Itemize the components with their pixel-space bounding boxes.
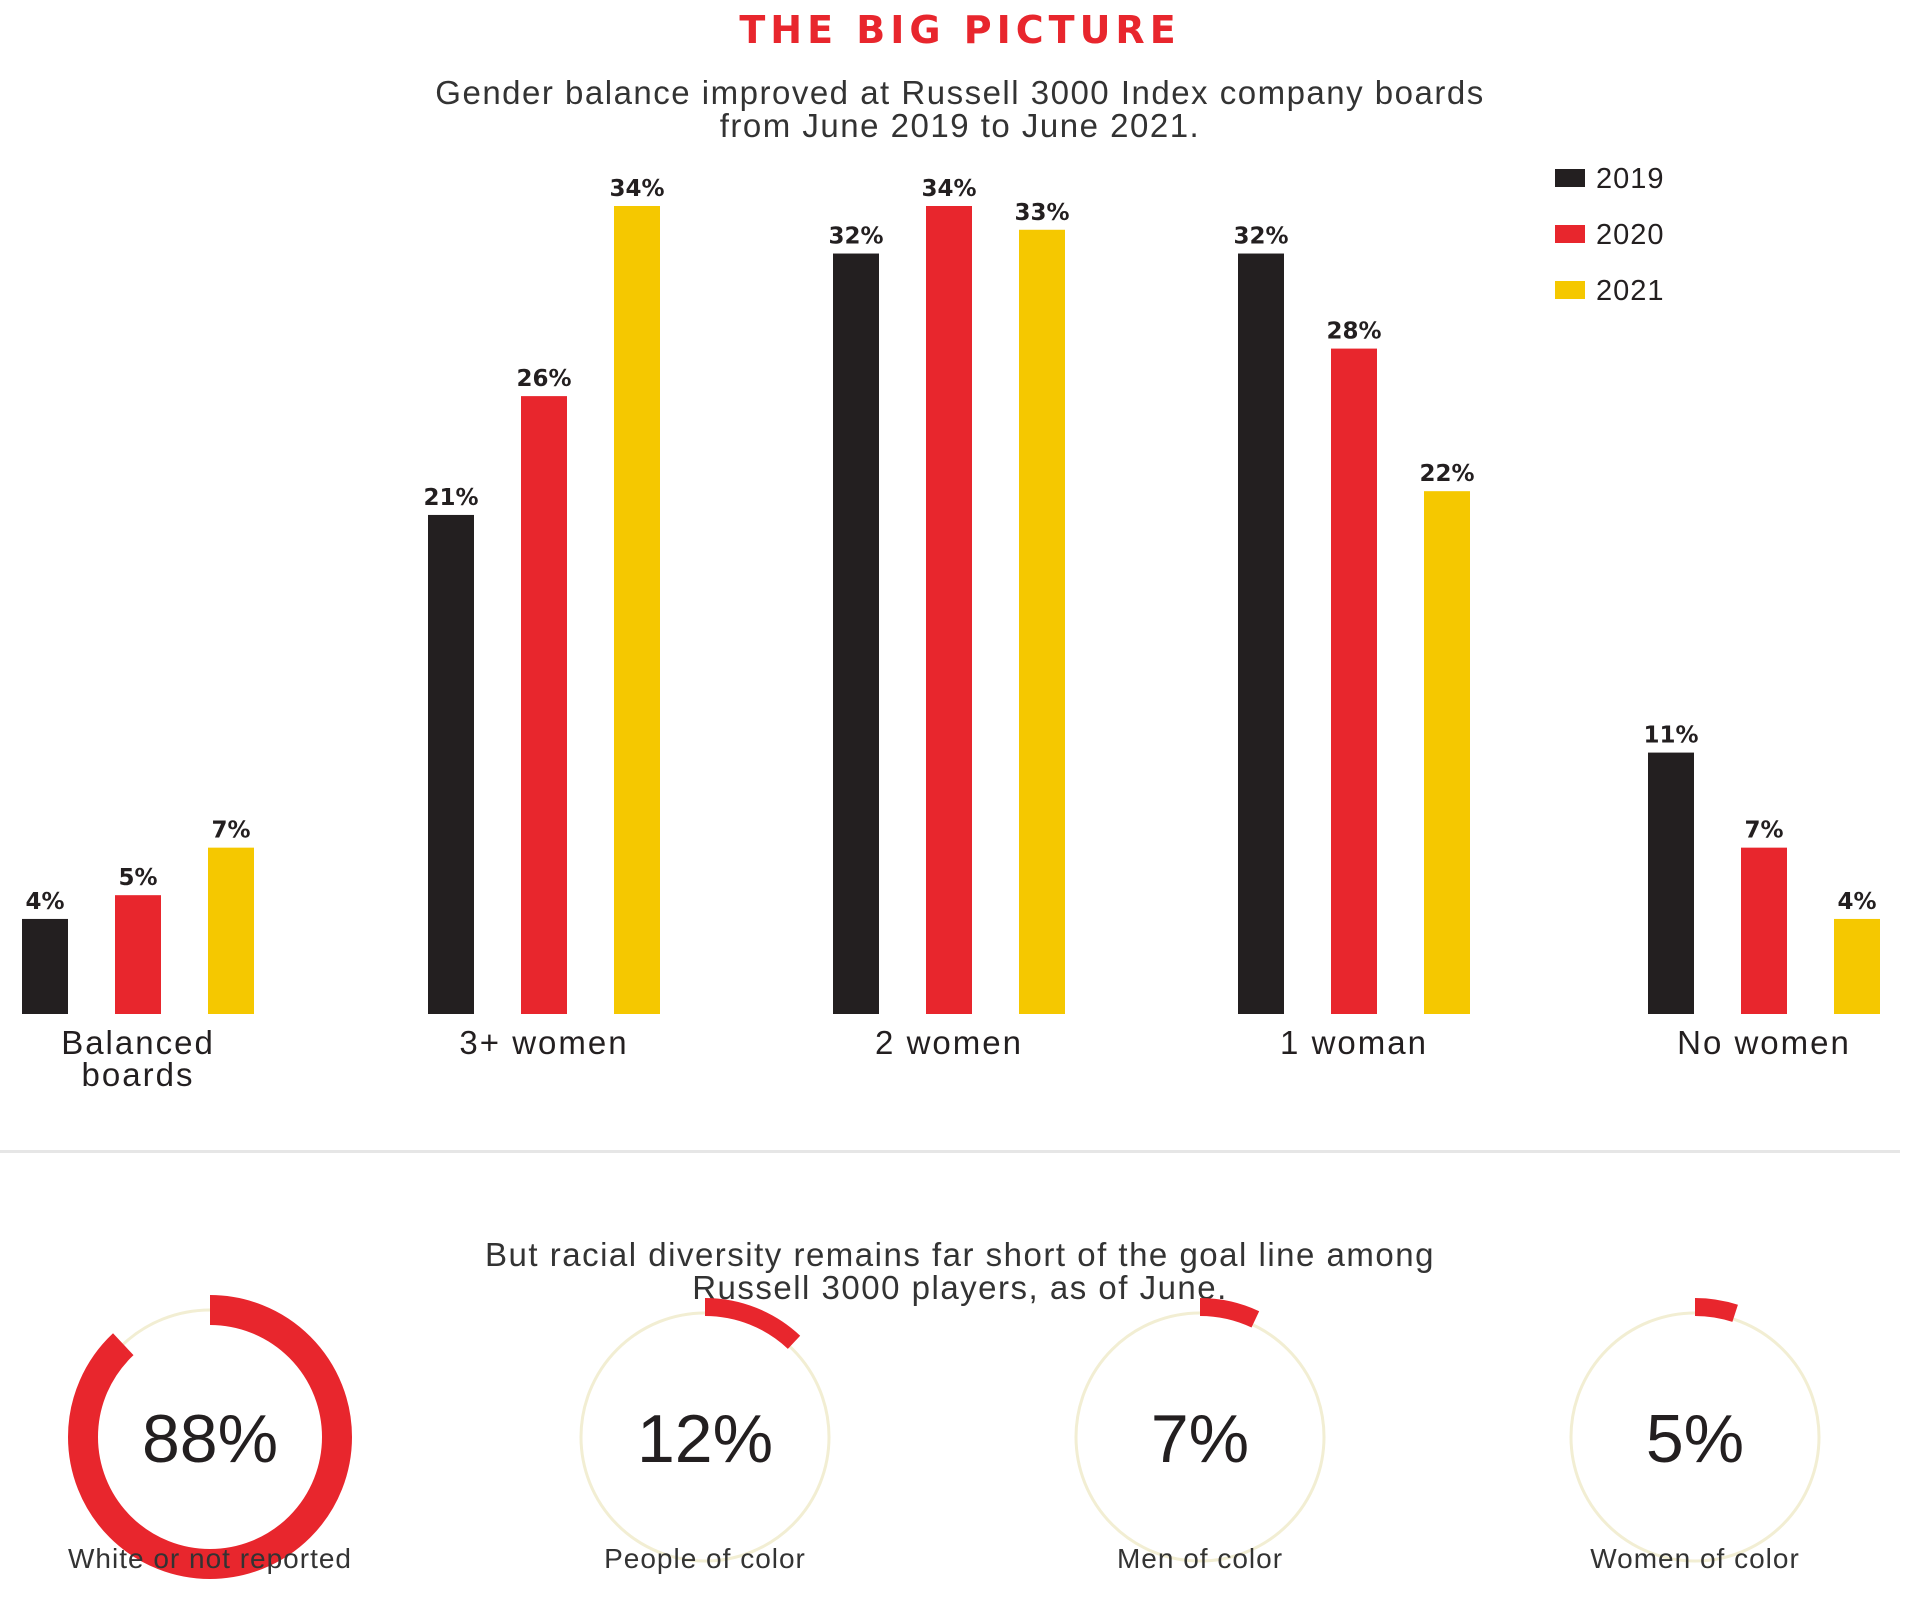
donut-value-3: 5% [1646, 1401, 1744, 1477]
bar-2019-1 [428, 514, 474, 1014]
bar-2019-4 [1648, 752, 1694, 1014]
data-label-2020-2: 34% [921, 176, 976, 202]
bar-2020-2 [926, 206, 972, 1014]
donut-caption-1: People of color [604, 1543, 806, 1574]
legend-swatch-2019 [1555, 169, 1585, 187]
donut-caption-0: White or not reported [68, 1543, 352, 1574]
category-label-0-line-0: Balanced [61, 1024, 215, 1061]
bar-2021-0 [208, 847, 254, 1014]
donut-arc-2 [1061, 1298, 1339, 1576]
data-label-2020-4: 7% [1744, 818, 1783, 844]
legend-swatch-2020 [1555, 225, 1585, 243]
data-label-2021-2: 33% [1014, 200, 1069, 226]
bar-2020-1 [521, 396, 567, 1014]
bar-2019-0 [22, 918, 68, 1014]
donut-value-1: 12% [637, 1401, 773, 1477]
legend-swatch-2021 [1555, 281, 1585, 299]
donut-value-2: 7% [1151, 1401, 1249, 1477]
kicker-title: THE BIG PICTURE [739, 8, 1181, 52]
category-label-3: 1 woman [1280, 1024, 1428, 1061]
data-label-2020-3: 28% [1326, 319, 1381, 345]
chart-subtitle-line-2: from June 2019 to June 2021. [719, 107, 1201, 144]
category-label-1: 3+ women [459, 1024, 628, 1061]
legend-label-2020: 2020 [1596, 219, 1665, 251]
data-label-2020-0: 5% [118, 865, 157, 891]
bar-2020-0 [115, 895, 161, 1014]
bar-2020-4 [1741, 847, 1787, 1014]
chart-subtitle: Gender balance improved at Russell 3000 … [160, 76, 1760, 142]
data-label-2019-4: 11% [1643, 723, 1698, 749]
data-label-2019-0: 4% [25, 889, 64, 915]
donut-caption-2: Men of color [1117, 1543, 1283, 1574]
category-label-0-line-1: boards [82, 1056, 195, 1093]
section-divider [0, 1150, 1900, 1153]
chart-subtitle-line-1: Gender balance improved at Russell 3000 … [435, 74, 1485, 111]
bar-2020-3 [1331, 348, 1377, 1014]
data-label-2019-3: 32% [1233, 224, 1288, 250]
bar-2021-2 [1019, 229, 1065, 1014]
bar-2019-3 [1238, 253, 1284, 1014]
data-label-2019-2: 32% [828, 224, 883, 250]
diversity-subtitle-line-2: Russell 3000 players, as of June. [692, 1269, 1228, 1306]
category-label-4: No women [1677, 1024, 1851, 1061]
data-label-2021-1: 34% [609, 176, 664, 202]
donut-caption-3: Women of color [1590, 1543, 1800, 1574]
bar-2021-1 [614, 206, 660, 1014]
data-label-2021-0: 7% [211, 818, 250, 844]
diversity-subtitle: But racial diversity remains far short o… [160, 1238, 1760, 1304]
donut-arc-1 [566, 1298, 844, 1576]
donut-arc-3 [1556, 1298, 1834, 1576]
data-label-2021-4: 4% [1837, 889, 1876, 915]
diversity-subtitle-line-1: But racial diversity remains far short o… [485, 1236, 1435, 1273]
donut-arc-0 [68, 1295, 352, 1579]
category-label-2: 2 women [875, 1024, 1023, 1061]
bar-2021-4 [1834, 918, 1880, 1014]
donut-value-0: 88% [142, 1401, 278, 1477]
legend-label-2021: 2021 [1596, 275, 1665, 307]
data-label-2020-1: 26% [516, 366, 571, 392]
data-label-2019-1: 21% [423, 485, 478, 511]
data-label-2021-3: 22% [1419, 461, 1474, 487]
legend-label-2019: 2019 [1596, 163, 1665, 195]
bar-2019-2 [833, 253, 879, 1014]
bar-2021-3 [1424, 491, 1470, 1014]
